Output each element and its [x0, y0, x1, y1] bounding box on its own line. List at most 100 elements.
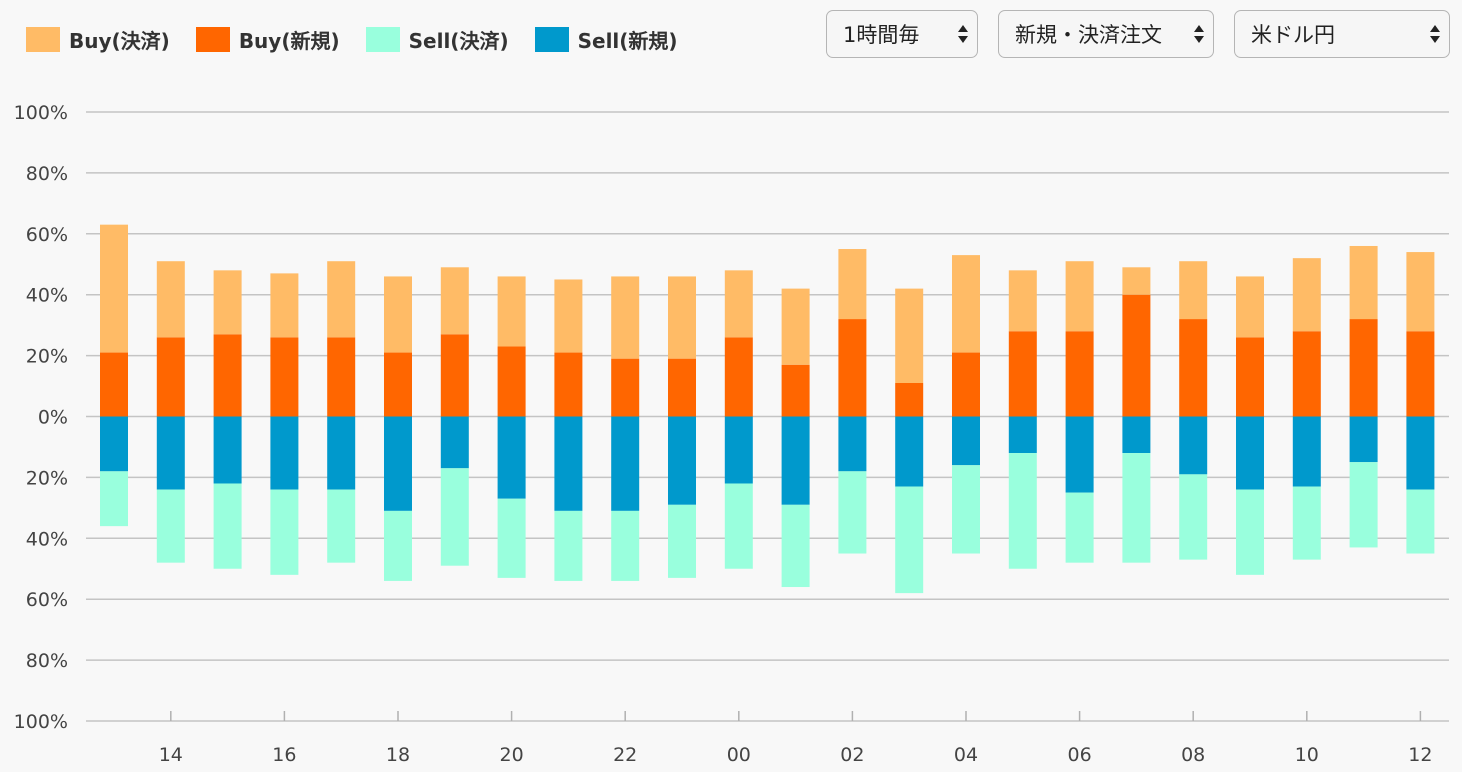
legend-label: Buy(新規)	[238, 29, 340, 53]
bar-segment	[952, 255, 980, 353]
y-tick-label: 80%	[26, 650, 68, 672]
x-tick-label: 12	[1408, 744, 1432, 766]
bar-segment	[611, 276, 640, 359]
bar-segment	[668, 504, 696, 578]
bar-segment	[1122, 416, 1151, 454]
y-tick-label: 80%	[26, 163, 68, 185]
bar-segment	[1292, 331, 1321, 417]
x-tick-label: 22	[613, 744, 637, 766]
interval-select-value: 1時間毎	[843, 23, 920, 47]
legend-item-buy-settle: Buy(決済)	[26, 25, 170, 54]
bar-segment	[1179, 319, 1208, 417]
bar-segment	[1349, 245, 1378, 320]
bar-segment	[1236, 337, 1264, 417]
bar-segment	[100, 416, 128, 472]
currency-pair-select[interactable]: 米ドル円	[1234, 10, 1450, 58]
bar-segment	[724, 337, 753, 417]
legend-swatch	[195, 27, 230, 52]
bar-segment	[838, 471, 867, 554]
bar-segment	[781, 504, 810, 588]
bar-segment	[270, 337, 299, 417]
bar-segment	[1065, 261, 1094, 332]
bar-segment	[1179, 474, 1208, 560]
bar-segment	[270, 489, 299, 575]
bar-segment	[213, 483, 242, 569]
chart-legend: Buy(決済) Buy(新規) Sell(決済) Sell(新規)	[26, 25, 704, 54]
x-tick-label: 06	[1068, 744, 1092, 766]
bar-segment	[895, 288, 924, 384]
bar-segment	[327, 261, 356, 338]
bar-segment	[497, 346, 526, 417]
bar-segment	[554, 352, 583, 417]
bar-segment	[781, 416, 810, 505]
interval-select[interactable]: 1時間毎	[826, 10, 978, 58]
bar-segment	[1406, 252, 1435, 332]
order-type-select-value: 新規・決済注文	[1015, 23, 1162, 47]
x-tick-label: 14	[159, 744, 183, 766]
bar-segment	[497, 498, 526, 578]
bar-segment	[156, 489, 185, 563]
legend-label: Sell(新規)	[577, 29, 678, 53]
bar-segment	[1008, 270, 1037, 332]
currency-pair-select-value: 米ドル円	[1251, 23, 1335, 47]
bar-segment	[156, 261, 185, 338]
bar-segment	[213, 270, 242, 335]
y-tick-label: 0%	[38, 407, 68, 429]
bar-segment	[668, 358, 696, 417]
bar-segment	[781, 364, 810, 417]
bar-segment	[668, 276, 696, 359]
bar-segment	[1236, 276, 1264, 338]
bar-segment	[1122, 267, 1151, 295]
legend-item-sell-settle: Sell(決済)	[365, 25, 509, 54]
y-tick-label: 20%	[26, 346, 68, 368]
bar-segment	[440, 416, 469, 469]
y-tick-label: 20%	[26, 467, 68, 489]
bar-segment	[1179, 416, 1208, 475]
bar-segment	[724, 416, 753, 484]
x-tick-label: 04	[954, 744, 978, 766]
up-down-arrows-icon	[958, 25, 968, 43]
bar-segment	[611, 358, 640, 417]
bar-segment	[440, 267, 469, 335]
bar-segment	[1349, 416, 1378, 463]
bar-segment	[1292, 258, 1321, 332]
x-tick-label: 10	[1295, 744, 1319, 766]
bar-segment	[1122, 294, 1151, 417]
x-tick-label: 18	[386, 744, 410, 766]
bar-segment	[1292, 486, 1321, 560]
bar-segment	[100, 224, 128, 353]
bar-segment	[270, 273, 299, 338]
y-tick-label: 40%	[26, 285, 68, 307]
bar-segment	[1349, 319, 1378, 417]
x-tick-label: 02	[840, 744, 864, 766]
bar-segment	[554, 510, 583, 581]
legend-item-buy-new: Buy(新規)	[195, 25, 340, 54]
bar-segment	[327, 416, 356, 490]
bar-segment	[668, 416, 696, 505]
bar-segment	[952, 416, 980, 466]
bar-segment	[1406, 331, 1435, 417]
bar-segment	[895, 383, 924, 417]
bar-segment	[554, 416, 583, 511]
bar-segment	[1236, 489, 1264, 575]
bar-segment	[100, 352, 128, 417]
order-type-select[interactable]: 新規・決済注文	[998, 10, 1214, 58]
bar-segment	[724, 270, 753, 338]
bar-segment	[384, 352, 412, 417]
bar-segment	[440, 468, 469, 566]
bar-segment	[156, 337, 185, 417]
x-tick-label: 00	[727, 744, 751, 766]
bar-segment	[1179, 261, 1208, 320]
y-tick-label: 100%	[14, 711, 68, 733]
legend-label: Sell(決済)	[408, 29, 509, 53]
bar-segment	[440, 334, 469, 417]
x-tick-label: 08	[1181, 744, 1205, 766]
bar-segment	[724, 483, 753, 569]
bar-segment	[213, 334, 242, 417]
y-tick-label: 60%	[26, 224, 68, 246]
bar-segment	[100, 471, 128, 527]
bar-segment	[952, 352, 980, 417]
bar-segment	[327, 337, 356, 417]
bar-segment	[1008, 331, 1037, 417]
bar-segment	[1406, 416, 1435, 490]
